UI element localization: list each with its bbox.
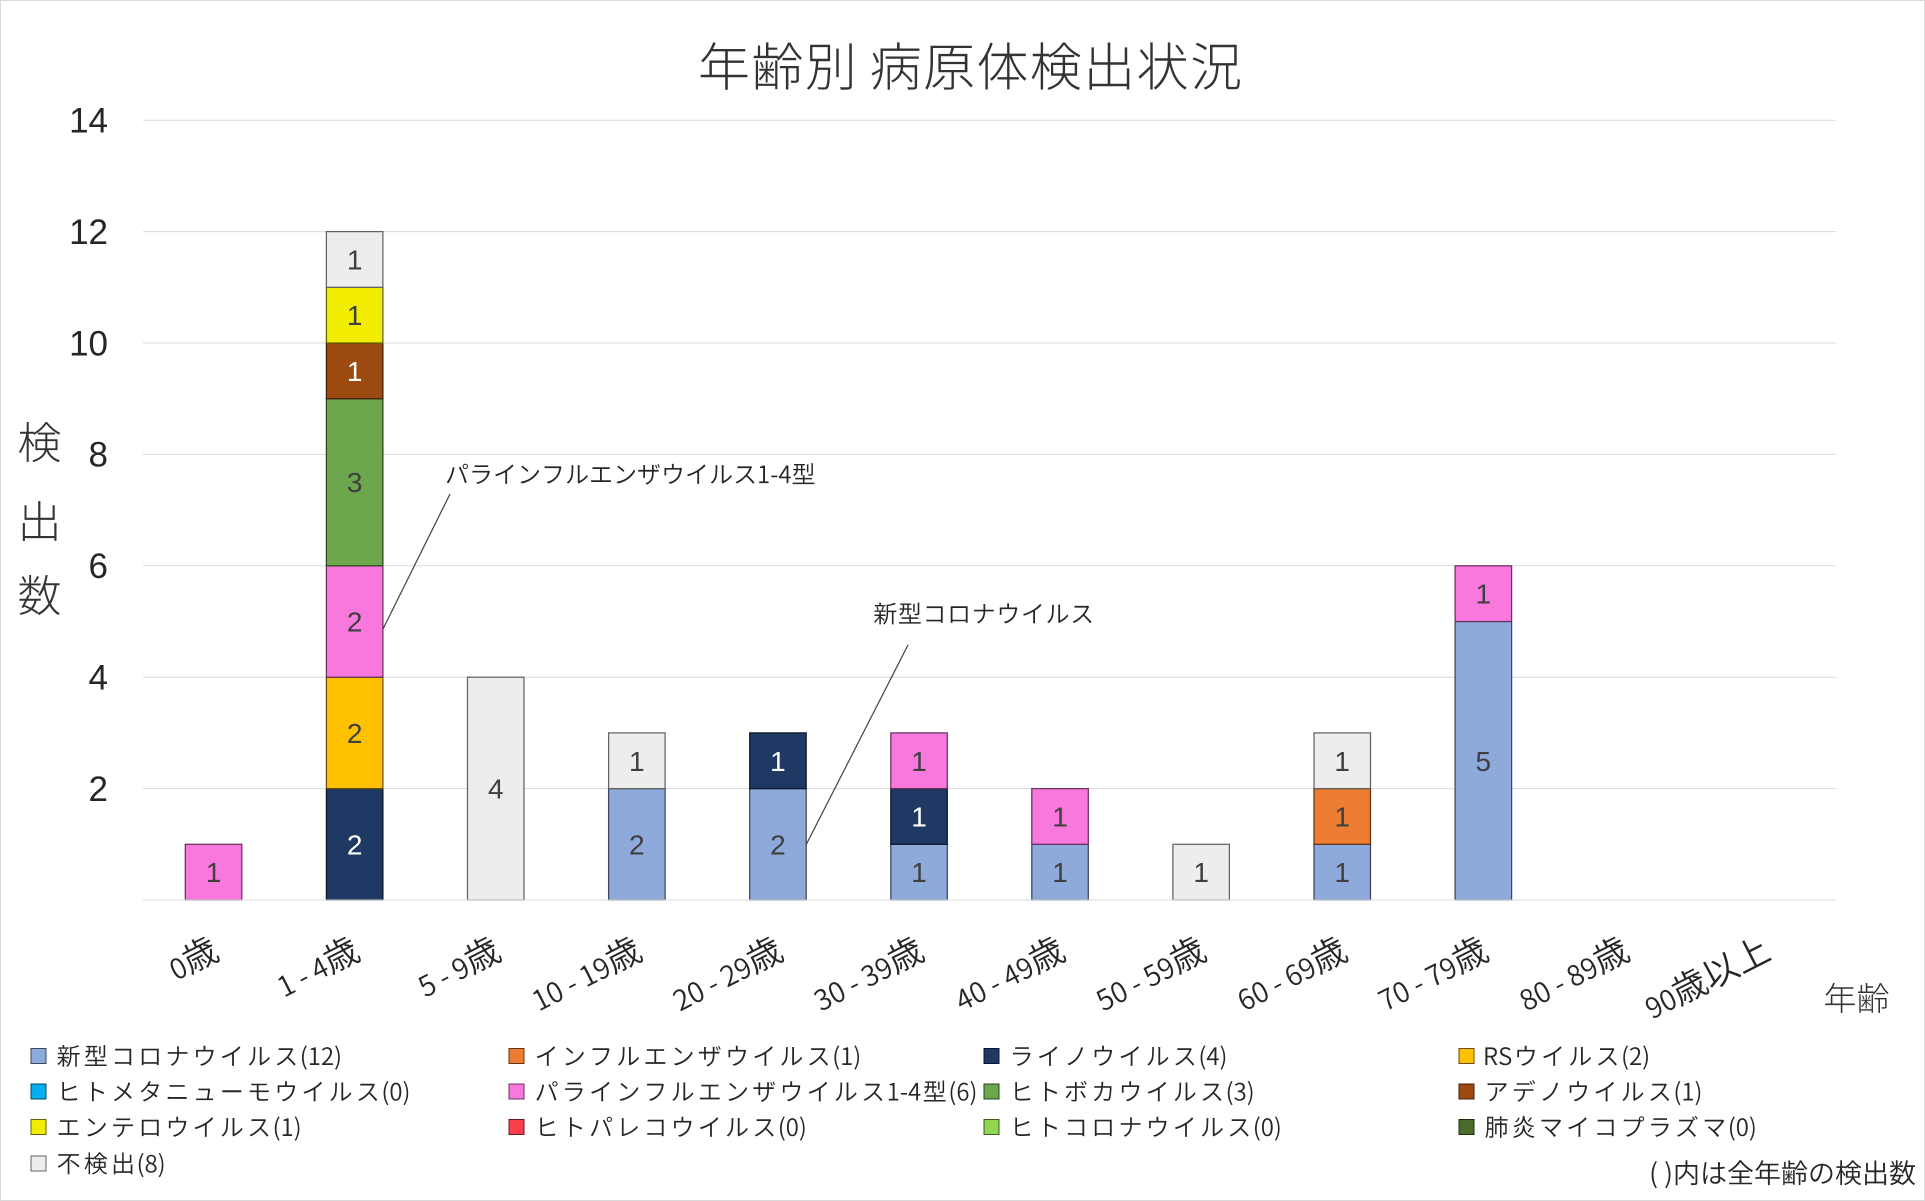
svg-text:2: 2 [347,718,363,749]
svg-text:1: 1 [911,746,927,777]
svg-text:2: 2 [347,607,363,638]
svg-text:2: 2 [629,829,645,860]
svg-text:1: 1 [1052,802,1068,833]
svg-text:1: 1 [347,300,363,331]
svg-text:2: 2 [770,829,786,860]
svg-text:1: 1 [1193,857,1209,888]
svg-text:1: 1 [347,356,363,387]
svg-text:8: 8 [89,436,108,475]
svg-text:1: 1 [1334,857,1350,888]
svg-text:2: 2 [347,829,363,860]
svg-text:6: 6 [89,547,108,586]
svg-text:1: 1 [911,857,927,888]
svg-text:1: 1 [629,746,645,777]
svg-text:2: 2 [89,770,108,809]
svg-text:1: 1 [770,746,786,777]
svg-text:1: 1 [1052,857,1068,888]
svg-text:12: 12 [69,213,108,252]
svg-text:5: 5 [1476,746,1492,777]
svg-text:1: 1 [911,802,927,833]
svg-text:10: 10 [69,324,108,363]
svg-text:1: 1 [347,244,363,275]
svg-text:3: 3 [347,467,363,498]
svg-text:4: 4 [488,774,504,805]
svg-text:4: 4 [89,659,108,698]
svg-text:1: 1 [1334,802,1350,833]
svg-text:1: 1 [206,857,222,888]
svg-text:1: 1 [1334,746,1350,777]
svg-text:1: 1 [1476,579,1492,610]
svg-text:14: 14 [69,102,108,141]
